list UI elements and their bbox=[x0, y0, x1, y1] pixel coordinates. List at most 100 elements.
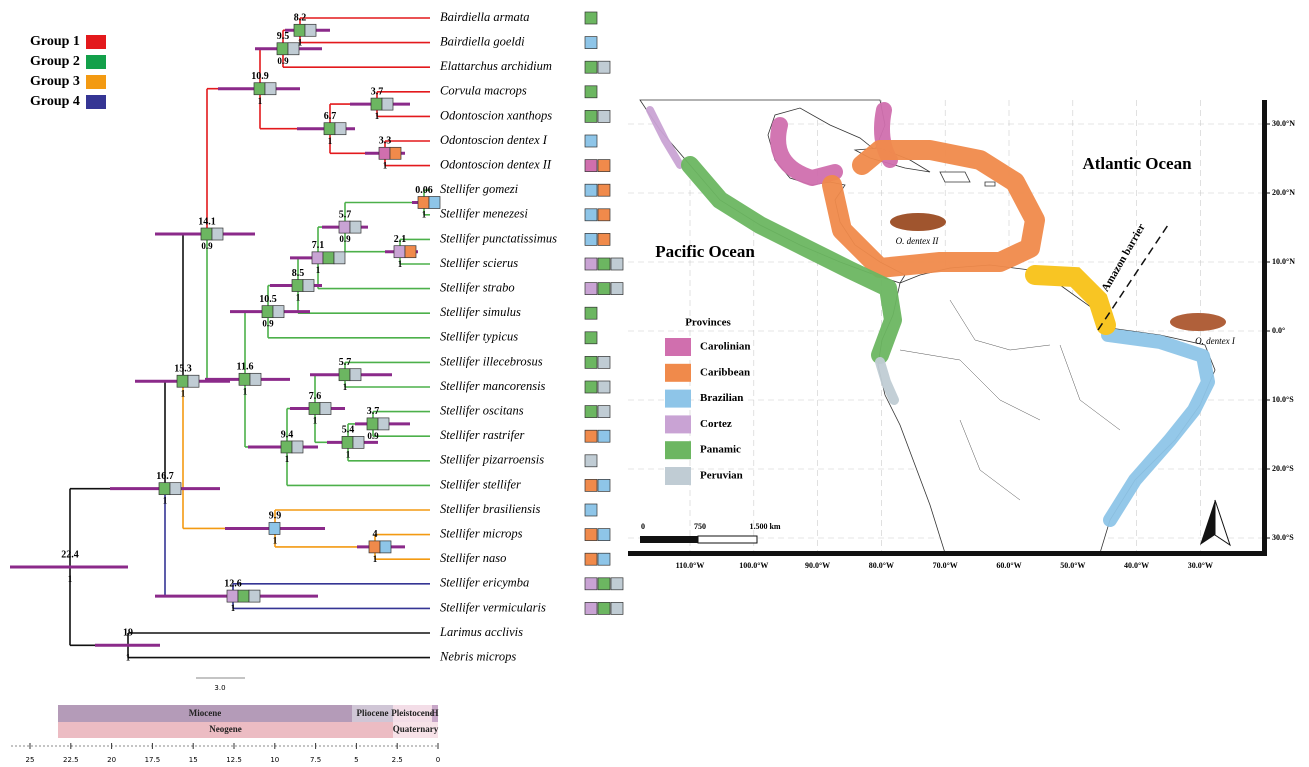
scale-label: 3.0 bbox=[214, 684, 225, 692]
tip-label: Stellifer microps bbox=[440, 526, 523, 540]
axis-dot bbox=[63, 745, 64, 746]
tip-area bbox=[585, 233, 597, 245]
axis-dot bbox=[367, 745, 368, 746]
tip-label: Elattarchus archidium bbox=[439, 59, 552, 73]
tip-area bbox=[585, 602, 597, 614]
node-age: 5.4 bbox=[342, 425, 355, 436]
axis-dot bbox=[303, 745, 304, 746]
province-swatch bbox=[665, 338, 691, 356]
axis-dot bbox=[91, 745, 92, 746]
tip-area bbox=[598, 356, 610, 368]
axis-dot bbox=[383, 745, 384, 746]
lon-label: 50.0°W bbox=[1060, 561, 1085, 570]
axis-dot bbox=[379, 745, 380, 746]
axis-dot bbox=[143, 745, 144, 746]
node-support: 1 bbox=[258, 96, 263, 106]
tick-label: 7.5 bbox=[310, 756, 321, 764]
node-support: 1 bbox=[383, 160, 388, 170]
group-swatch bbox=[86, 35, 106, 49]
node-area bbox=[334, 252, 345, 264]
tick-label: 17.5 bbox=[145, 756, 161, 764]
node-support: 1 bbox=[243, 386, 248, 396]
province-swatch bbox=[665, 390, 691, 408]
node-support: 1 bbox=[316, 265, 321, 275]
tick-label: 20 bbox=[107, 756, 116, 764]
node-area bbox=[312, 252, 323, 264]
node-age: 9.4 bbox=[281, 429, 294, 440]
axis-dot bbox=[123, 745, 124, 746]
node-support: 0.9 bbox=[339, 234, 351, 244]
node-area bbox=[394, 246, 405, 258]
axis-dot bbox=[187, 745, 188, 746]
tip-area bbox=[611, 283, 623, 295]
node-area bbox=[371, 98, 382, 110]
node-support: 1 bbox=[313, 416, 318, 426]
node-age: 3.3 bbox=[379, 136, 392, 147]
node-area bbox=[324, 123, 335, 135]
node-area bbox=[418, 197, 429, 209]
node-age: 5.7 bbox=[339, 209, 352, 220]
node-support: 1 bbox=[273, 536, 278, 546]
axis-dot bbox=[219, 745, 220, 746]
axis-dot bbox=[43, 745, 44, 746]
tip-label: Stellifer menezesi bbox=[440, 207, 528, 221]
node-age: 0.06 bbox=[415, 185, 433, 196]
axis-dot bbox=[119, 745, 120, 746]
province-label: Carolinian bbox=[700, 341, 751, 353]
tip-area bbox=[585, 430, 597, 442]
axis-dot bbox=[399, 745, 400, 746]
node-age: 10.5 bbox=[259, 294, 277, 305]
node-area bbox=[367, 418, 378, 430]
tip-label: Bairdiella goeldi bbox=[440, 34, 525, 48]
axis-dot bbox=[59, 745, 60, 746]
tip-area bbox=[585, 479, 597, 491]
tip-area bbox=[585, 332, 597, 344]
axis-dot bbox=[391, 745, 392, 746]
tick-label: 0 bbox=[436, 756, 440, 764]
tip-area bbox=[598, 283, 610, 295]
node-age: 4 bbox=[373, 529, 378, 540]
axis-dot bbox=[231, 745, 232, 746]
tip-label: Stellifer typicus bbox=[440, 330, 518, 344]
tip-label: Stellifer punctatissimus bbox=[440, 231, 557, 245]
group-label: Group 1 bbox=[30, 34, 80, 49]
axis-dot bbox=[259, 745, 260, 746]
tip-area bbox=[585, 529, 597, 541]
tip-label: Stellifer strabo bbox=[440, 280, 515, 294]
node-area bbox=[309, 403, 320, 415]
node-support: 1 bbox=[343, 382, 348, 392]
node-area bbox=[254, 83, 265, 95]
tip-area bbox=[585, 356, 597, 368]
node-area bbox=[294, 24, 305, 36]
node-age: 12.6 bbox=[224, 578, 242, 589]
tip-label: Stellifer rastrifer bbox=[440, 428, 525, 442]
tip-label: Stellifer gomezi bbox=[440, 182, 519, 196]
node-age: 19 bbox=[123, 628, 133, 639]
tip-area bbox=[598, 233, 610, 245]
node-support: 0.9 bbox=[262, 319, 274, 329]
node-age: 9.9 bbox=[269, 511, 282, 522]
axis-dot bbox=[371, 745, 372, 746]
map: 30.0°N20.0°N10.0°N0.0°10.0°S20.0°S30.0°S… bbox=[628, 100, 1295, 570]
node-age: 22.4 bbox=[61, 549, 79, 560]
axis-dot bbox=[263, 745, 264, 746]
node-age: 15.3 bbox=[174, 364, 192, 375]
axis-dot bbox=[195, 745, 196, 746]
lat-label: 20.0°S bbox=[1272, 464, 1294, 473]
axis-dot bbox=[343, 745, 344, 746]
lon-label: 80.0°W bbox=[869, 561, 894, 570]
axis-dot bbox=[83, 745, 84, 746]
axis-dot bbox=[351, 745, 352, 746]
timescale: MiocenePliocenePleistoceneHNeogeneQuater… bbox=[11, 678, 440, 764]
node-area bbox=[281, 441, 292, 453]
tip-area bbox=[585, 184, 597, 196]
province-band bbox=[778, 125, 835, 178]
axis-dot bbox=[179, 745, 180, 746]
map-frame-bottom bbox=[628, 551, 1267, 556]
axis-dot bbox=[331, 745, 332, 746]
axis-dot bbox=[171, 745, 172, 746]
ocean-label: Atlantic Ocean bbox=[1082, 154, 1192, 173]
tip-area bbox=[585, 283, 597, 295]
tick-label: 5 bbox=[354, 756, 358, 764]
axis-dot bbox=[339, 745, 340, 746]
